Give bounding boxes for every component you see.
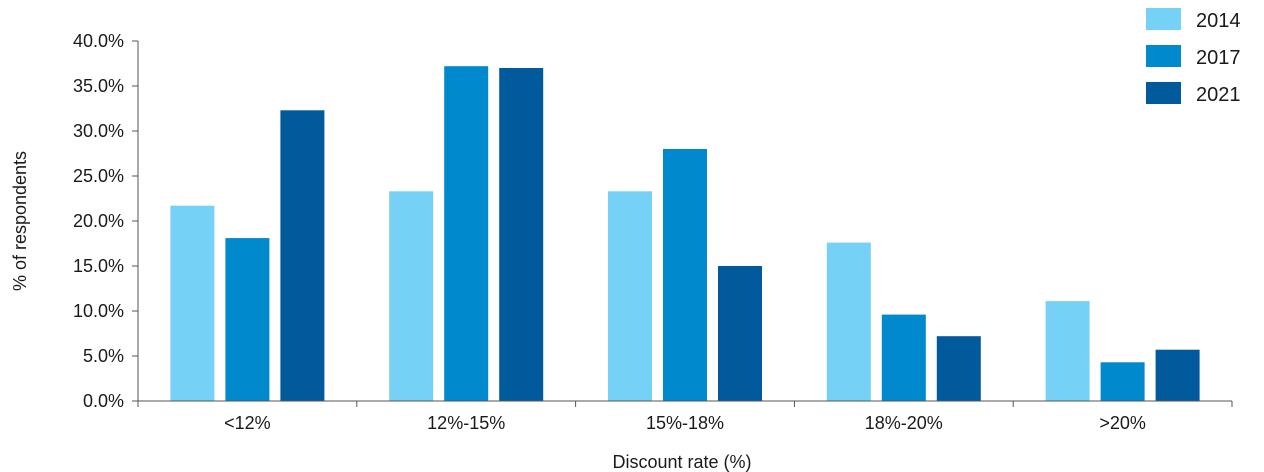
bar-2014 — [1045, 301, 1090, 401]
bar-2017 — [881, 314, 926, 401]
y-tick-label: 10.0% — [73, 301, 124, 321]
bar-2014 — [170, 205, 215, 401]
legend-swatch — [1146, 45, 1181, 67]
y-tick-label: 0.0% — [83, 391, 124, 411]
legend-label: 2021 — [1196, 84, 1241, 106]
x-category-label: <12% — [224, 413, 271, 433]
y-tick-label: 5.0% — [83, 346, 124, 366]
y-tick-label: 35.0% — [73, 76, 124, 96]
y-tick-label: 30.0% — [73, 121, 124, 141]
bar-2021 — [936, 336, 981, 401]
legend-swatch — [1146, 82, 1181, 104]
bar-2014 — [826, 242, 871, 401]
x-category-label: 12%-15% — [427, 413, 505, 433]
bar-2021 — [280, 110, 325, 402]
bars-group — [170, 66, 1200, 402]
y-axis: 0.0% 5.0% 10.0% 15.0% 20.0% 25.0% 30.0% 35.0% 40… — [73, 31, 139, 411]
bar-2021 — [718, 266, 762, 401]
bar-2017 — [1100, 362, 1145, 401]
legend-swatch — [1146, 8, 1181, 30]
bar-2017 — [444, 66, 489, 401]
x-category-label: 15%-18% — [646, 413, 724, 433]
y-tick-label: 40.0% — [73, 31, 124, 51]
bar-2021 — [499, 68, 544, 401]
bar-2021 — [1155, 349, 1200, 401]
y-tick-label: 25.0% — [73, 166, 124, 186]
y-axis-title: % of respondents — [10, 151, 30, 291]
x-axis-title: Discount rate (%) — [612, 452, 751, 472]
bar-2014 — [389, 191, 434, 401]
x-category-label: 18%-20% — [865, 413, 943, 433]
x-axis: <12% 12%-15% 15%-18% 18%-20% >20% — [137, 400, 1233, 433]
bar-2017 — [225, 238, 270, 401]
legend-label: 2014 — [1196, 10, 1241, 32]
y-tick-label: 15.0% — [73, 256, 124, 276]
legend-label: 2017 — [1196, 47, 1241, 69]
x-category-label: >20% — [1099, 413, 1146, 433]
bar-2017 — [663, 149, 707, 401]
y-tick-label: 20.0% — [73, 211, 124, 231]
legend: 2014 2017 2021 — [1146, 8, 1241, 106]
bar-2014 — [608, 191, 652, 401]
